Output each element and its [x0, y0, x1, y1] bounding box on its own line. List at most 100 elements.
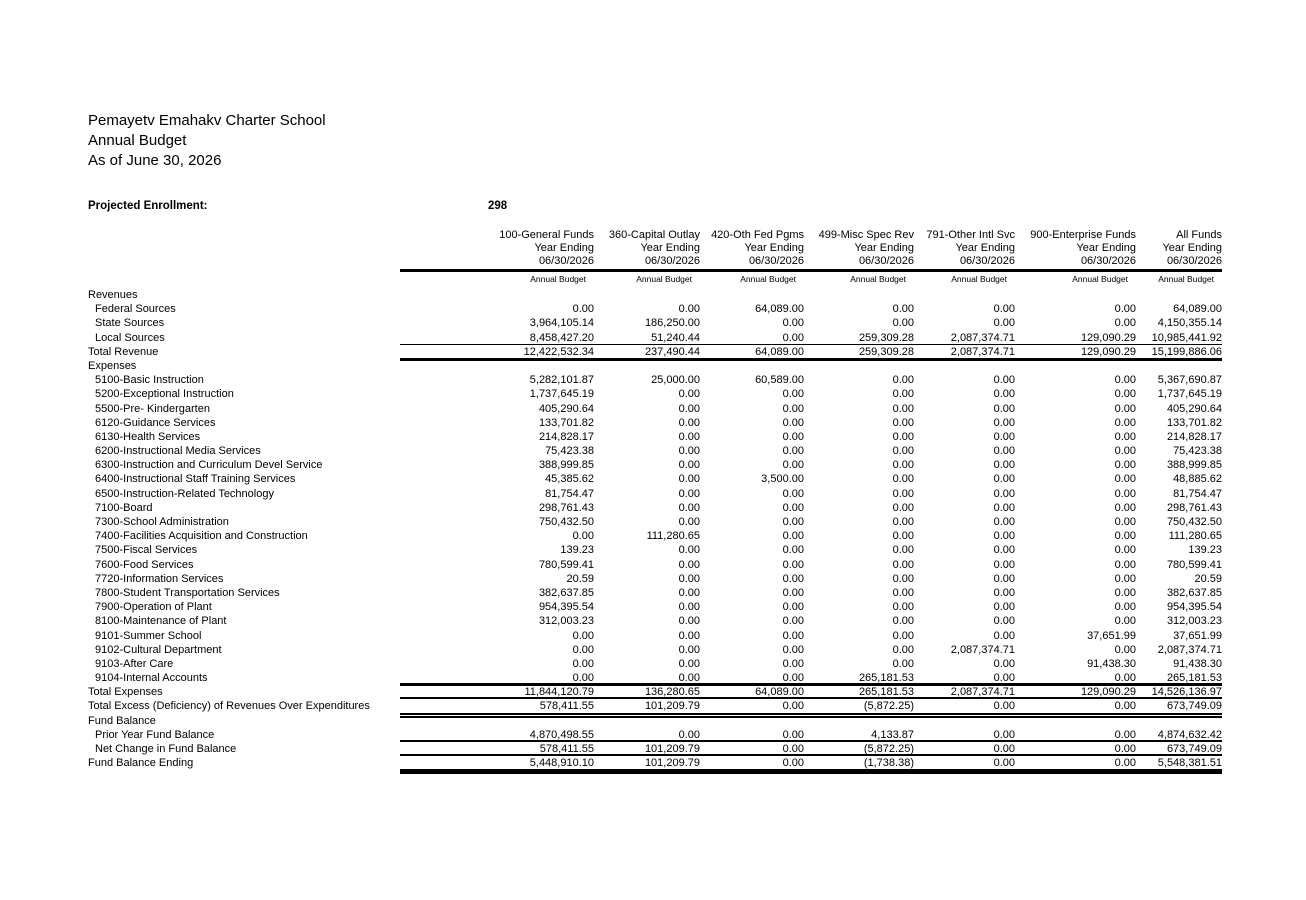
column-header: 499-Misc Spec Rev Year Ending 06/30/2026 [818, 229, 914, 267]
table-row: 7100-Board 298,761.43 0.00 0.00 0.00 0.00 0.00… [88, 501, 1224, 515]
table-row: 7300-School Administration 750,432.50 0.00… [88, 515, 1224, 529]
value-cell: 0.00 [993, 728, 1015, 741]
report-title: Annual Budget [88, 132, 187, 149]
value-cell: 0.00 [892, 303, 914, 316]
row-label: 7600-Food Services [95, 558, 194, 571]
column-header: 900-Enterprise Funds Year Ending 06/30/2… [1030, 229, 1136, 267]
row-values: 214,828.17 0.00 0.00 0.00 0.00 0.00 214,828.17 [400, 430, 1222, 444]
value-cell: 4,133.87 [871, 728, 914, 741]
value-cell: 382,637.85 [1166, 586, 1222, 599]
value-cell: 0.00 [782, 317, 804, 330]
row-label: Federal Sources [95, 303, 176, 316]
value-cell: 259,309.28 [858, 331, 914, 344]
value-cell: 0.00 [993, 629, 1015, 642]
value-cell: 0.00 [993, 487, 1015, 500]
value-cell: 0.00 [993, 743, 1015, 755]
row-values: 5,448,910.10 101,209.79 0.00 (1,738.38) 0.00… [400, 756, 1222, 775]
value-cell: 405,290.64 [1166, 402, 1222, 415]
value-cell: 0.00 [993, 430, 1015, 443]
row-values: 750,432.50 0.00 0.00 0.00 0.00 0.00 750,432.50 [400, 515, 1222, 529]
value-cell: 750,432.50 [1166, 516, 1222, 528]
value-cell: 0.00 [1114, 303, 1136, 316]
value-cell: 265,181.53 [858, 672, 914, 685]
value-cell: 0.00 [892, 530, 914, 543]
value-cell: 2,087,374.71 [950, 643, 1015, 656]
value-cell: 0.00 [1114, 530, 1136, 543]
value-cell: 0.00 [1114, 374, 1136, 387]
table-row: Total Expenses 11,844,120.79 136,280.65 64,… [88, 683, 1224, 700]
value-cell: 0.00 [678, 430, 700, 443]
value-cell: 0.00 [892, 601, 914, 614]
value-cell: 0.00 [892, 516, 914, 528]
value-cell: 129,090.29 [1080, 345, 1136, 358]
value-cell: 0.00 [1114, 516, 1136, 528]
value-cell: 81,754.47 [545, 487, 594, 500]
row-label: 9101-Summer School [95, 629, 202, 642]
row-label: 7500-Fiscal Services [95, 544, 198, 557]
row-values: 0.00 0.00 0.00 0.00 0.00 37,651.99 37,651.99 [400, 629, 1222, 643]
value-cell: 111,280.65 [646, 530, 700, 543]
row-values: 578,411.55 101,209.79 0.00 (5,872.25) 0.00 0.… [400, 699, 1222, 718]
row-label: Net Change in Fund Balance [95, 743, 237, 755]
header-spacer [88, 229, 400, 272]
value-cell: 0.00 [782, 388, 804, 401]
value-cell: 0.00 [1114, 572, 1136, 585]
value-cell: 0.00 [782, 657, 804, 670]
table-row: 7400-Facilities Acquisition and Construc… [88, 529, 1224, 543]
table-row: 7800-Student Transportation Services 382,… [88, 586, 1224, 600]
row-values: 298,761.43 0.00 0.00 0.00 0.00 0.00 298,761.43 [400, 501, 1222, 515]
value-cell: 15,199,886.06 [1151, 345, 1222, 358]
row-label: 6130-Health Services [95, 430, 201, 443]
row-label: 9103-After Care [95, 657, 174, 670]
value-cell: 780,599.41 [538, 558, 594, 571]
table-row: Local Sources 8,458,427.20 51,240.44 0.00 25… [88, 331, 1224, 345]
value-cell: 954,395.54 [1166, 601, 1222, 614]
row-label: Expenses [88, 359, 137, 372]
value-cell: 0.00 [993, 544, 1015, 557]
row-label: 6200-Instructional Media Services [95, 445, 261, 458]
value-cell: 0.00 [892, 445, 914, 458]
row-label: 7900-Operation of Plant [95, 601, 212, 614]
value-cell: 0.00 [993, 601, 1015, 614]
value-cell: 0.00 [572, 657, 594, 670]
value-cell: 0.00 [678, 445, 700, 458]
value-cell: 0.00 [993, 672, 1015, 685]
value-cell: 136,280.65 [644, 686, 700, 699]
value-cell: 0.00 [782, 416, 804, 429]
table-row: Prior Year Fund Balance 4,870,498.55 0.00 0… [88, 728, 1224, 743]
value-cell: 0.00 [678, 487, 700, 500]
value-cell: 0.00 [678, 643, 700, 656]
value-cell: 139.23 [560, 544, 594, 557]
row-values: 81,754.47 0.00 0.00 0.00 0.00 0.00 81,754.47 [400, 487, 1222, 501]
value-cell: 20.59 [1194, 572, 1222, 585]
value-cell: 0.00 [572, 530, 594, 543]
annual-budget-label: Annual Budget [1072, 274, 1128, 284]
value-cell: 129,090.29 [1080, 331, 1136, 344]
value-cell: 0.00 [892, 402, 914, 415]
value-cell: 0.00 [892, 657, 914, 670]
value-cell: 0.00 [993, 303, 1015, 316]
value-cell: 0.00 [678, 303, 700, 316]
value-cell: 25,000.00 [651, 374, 700, 387]
value-cell: 0.00 [678, 459, 700, 472]
value-cell: 101,209.79 [644, 757, 700, 770]
row-label: 8100-Maintenance of Plant [95, 615, 227, 628]
title-block: Pemayetv Emahakv Charter School Annual B… [88, 111, 326, 171]
value-cell: 312,003.23 [538, 615, 594, 628]
value-cell: 4,870,498.55 [529, 728, 594, 741]
table-row: 5500-Pre- Kindergarten 405,290.64 0.00 0.00… [88, 402, 1224, 416]
value-cell: (1,738.38) [863, 757, 914, 770]
value-cell: 37,651.99 [1087, 629, 1136, 642]
value-cell: 0.00 [782, 643, 804, 656]
row-values: 8,458,427.20 51,240.44 0.00 259,309.28 2,087… [400, 331, 1222, 345]
value-cell: 298,761.43 [1166, 501, 1222, 514]
value-cell: 0.00 [993, 459, 1015, 472]
row-values: 139.23 0.00 0.00 0.00 0.00 0.00 139.23 [400, 543, 1222, 557]
value-cell: 0.00 [1114, 743, 1136, 755]
value-cell: 0.00 [1114, 402, 1136, 415]
value-cell: 0.00 [678, 728, 700, 741]
value-cell: 0.00 [993, 402, 1015, 415]
value-cell: 0.00 [678, 586, 700, 599]
value-cell: 0.00 [678, 572, 700, 585]
